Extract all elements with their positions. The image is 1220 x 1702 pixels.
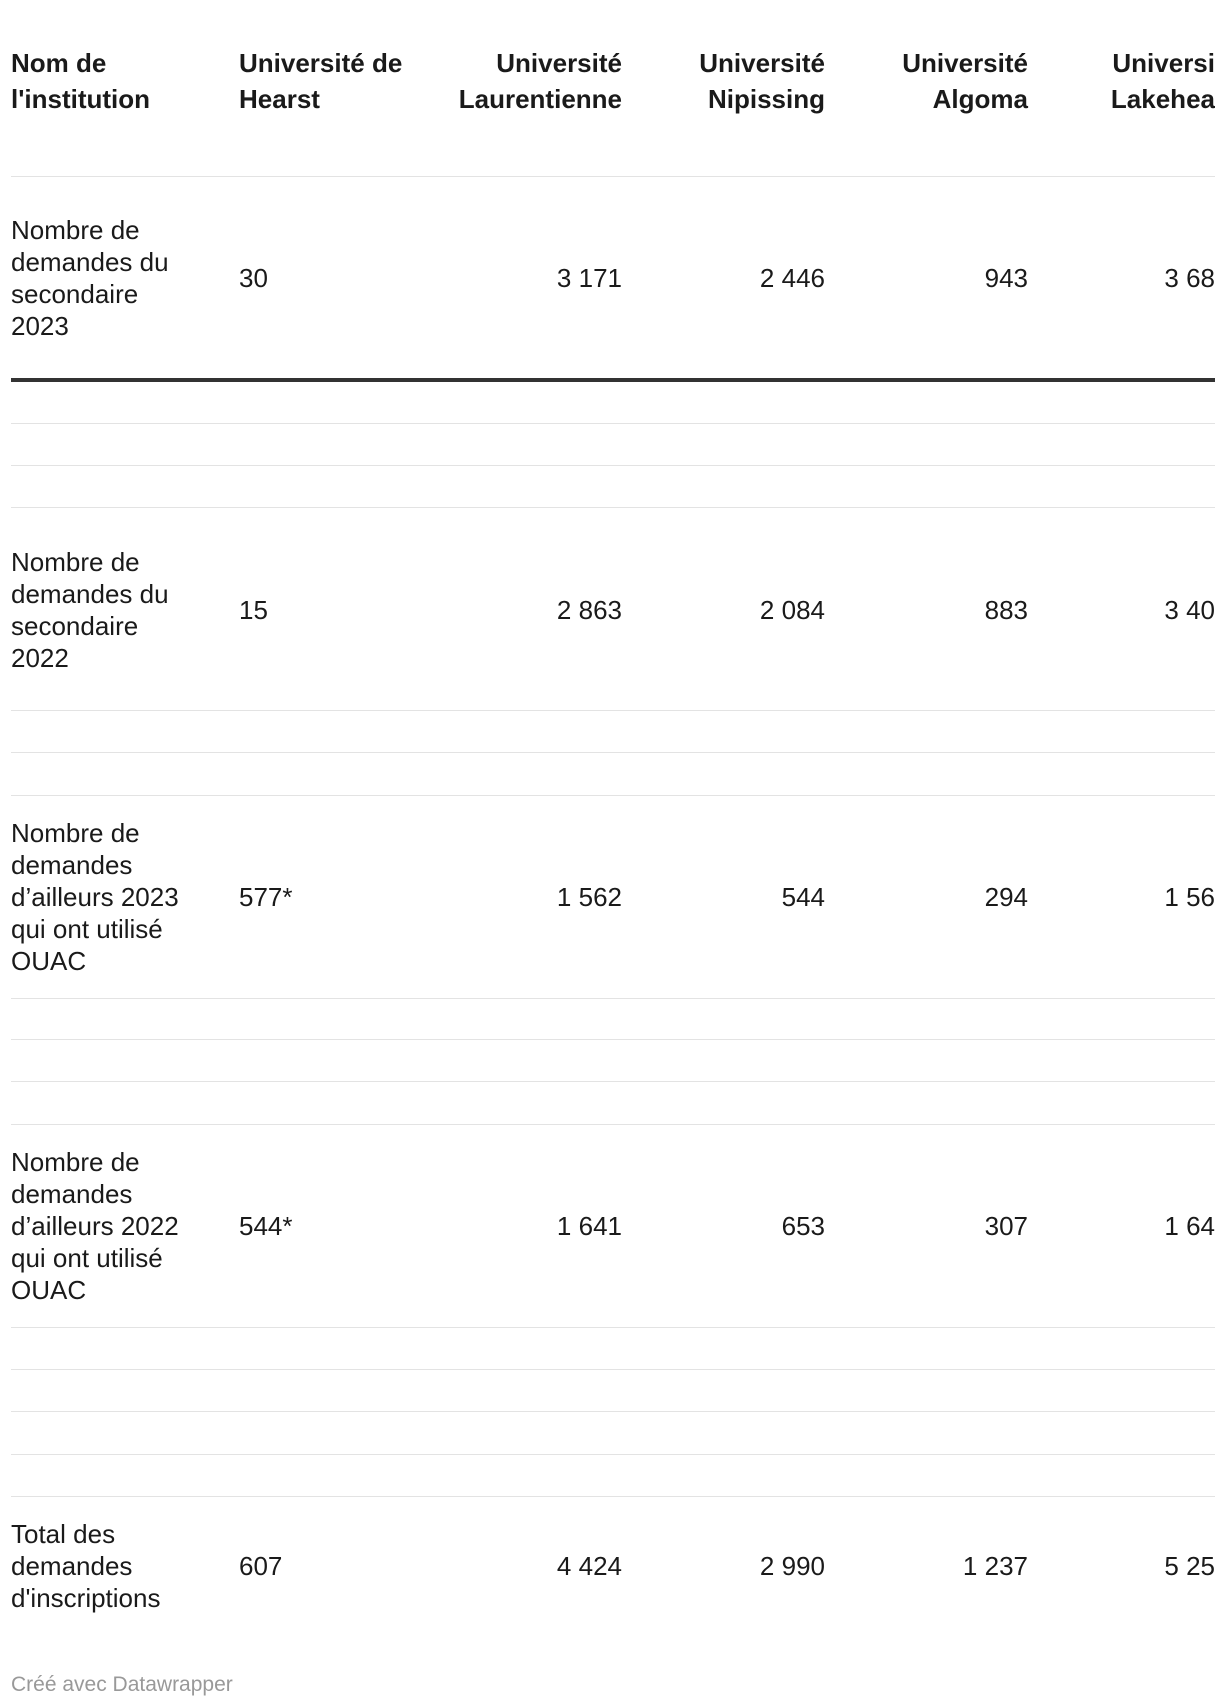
row-separator [11,465,1215,466]
cell-value: 2 990 [759,1551,825,1581]
cell-value: 544 [781,882,825,912]
cell-value: 943 [984,263,1028,293]
row-separator [11,1124,1215,1125]
row-separator [11,1454,1215,1455]
cell-value: 30 [239,263,268,293]
row-separator [11,710,1215,711]
section-rule [11,378,1215,382]
column-header: Nom de l'institution [11,48,151,114]
row-separator [11,998,1215,999]
row-separator [11,1496,1215,1497]
row-separator [11,1039,1215,1040]
column-header: Université de Hearst [239,48,403,114]
row-label: Nombre de demandes d’ailleurs 2023 qui o… [11,818,179,976]
cell-value: 2 084 [759,595,825,625]
row-separator [11,1411,1215,1412]
column-header: Universi Lakehea [1110,48,1215,114]
row-separator [11,752,1215,753]
cell-value: 607 [239,1551,283,1581]
row-separator [11,795,1215,796]
cell-value: 3 68 [1164,263,1215,293]
row-separator [11,1327,1215,1328]
row-separator [11,1369,1215,1370]
cell-value: 307 [984,1211,1028,1241]
row-label: Nombre de demandes du secondaire 2023 [11,215,169,341]
column-header: Université Algoma [902,48,1028,114]
cell-value: 4 424 [556,1551,622,1581]
cell-value: 1 641 [556,1211,622,1241]
cell-value: 1 56 [1164,882,1215,912]
cell-value: 577* [239,882,293,912]
row-label: Nombre de demandes d’ailleurs 2022 qui o… [11,1147,179,1305]
cell-value: 653 [781,1211,825,1241]
cell-value: 294 [984,882,1028,912]
cell-value: 5 25 [1164,1551,1215,1581]
row-separator [11,1081,1215,1082]
cell-value: 883 [984,595,1028,625]
cell-value: 2 863 [556,595,622,625]
column-header: Université Nipissing [699,48,825,114]
cell-value: 1 237 [962,1551,1028,1581]
cell-value: 544* [239,1211,293,1241]
cell-value: 1 64 [1164,1211,1215,1241]
cell-value: 3 40 [1164,595,1215,625]
cell-value: 2 446 [759,263,825,293]
row-separator [11,176,1215,177]
row-label: Total des demandes d'inscriptions [11,1519,161,1613]
cell-value: 1 562 [556,882,622,912]
row-separator [11,507,1215,508]
column-header: Université Laurentienne [458,48,622,114]
cell-value: 15 [239,595,268,625]
footer: Créé avec Datawrapper [11,1673,233,1696]
cell-value: 3 171 [556,263,622,293]
row-label: Nombre de demandes du secondaire 2022 [11,547,169,673]
row-separator [11,423,1215,424]
